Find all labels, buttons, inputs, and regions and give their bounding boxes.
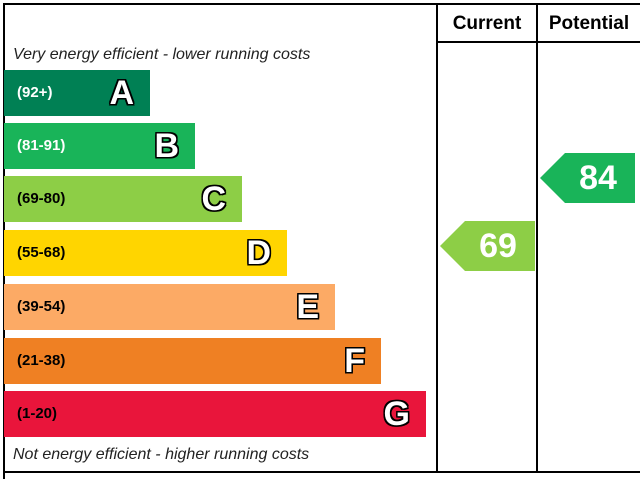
band-b-range: (81-91) (17, 137, 66, 154)
band-b-bar: (81-91) B (4, 123, 195, 169)
current-rating-arrow-shape (440, 221, 535, 271)
potential-rating-value: 84 (579, 159, 617, 197)
band-a-letter: A (109, 74, 134, 112)
band-g-bar: (1-20) G (4, 391, 426, 437)
header-divider (436, 41, 640, 43)
band-d-letter: D (246, 234, 271, 272)
current-rating-value: 69 (479, 227, 517, 265)
header-potential: Potential (548, 13, 630, 34)
band-d-bar: (55-68) D (4, 230, 287, 276)
band-g-range: (1-20) (17, 405, 58, 422)
band-c-bar: (69-80) C (4, 176, 242, 222)
band-f-bar: (21-38) F (4, 338, 381, 384)
potential-rating-arrow-shape (540, 153, 635, 203)
column-divider-potential (536, 3, 538, 473)
column-divider-current (436, 3, 438, 473)
band-b-letter: B (154, 127, 179, 165)
note-not-efficient: Not energy efficient - higher running co… (13, 446, 310, 463)
band-a-range: (92+) (17, 84, 53, 101)
current-rating-arrow (440, 221, 535, 271)
note-very-efficient: Very energy efficient - lower running co… (13, 46, 311, 63)
band-a-bar: (92+) A (4, 70, 150, 116)
band-c-range: (69-80) (17, 190, 66, 207)
band-c-letter: C (201, 180, 226, 218)
band-d-range: (55-68) (17, 244, 66, 261)
band-e-letter: E (296, 288, 319, 326)
potential-rating-arrow (540, 153, 635, 203)
header-current: Current (452, 13, 522, 34)
band-e-range: (39-54) (17, 298, 66, 315)
band-f-range: (21-38) (17, 352, 66, 369)
band-e-bar: (39-54) E (4, 284, 335, 330)
band-g-letter: G (383, 395, 410, 433)
band-f-letter: F (344, 342, 365, 380)
bottom-border (3, 471, 640, 473)
